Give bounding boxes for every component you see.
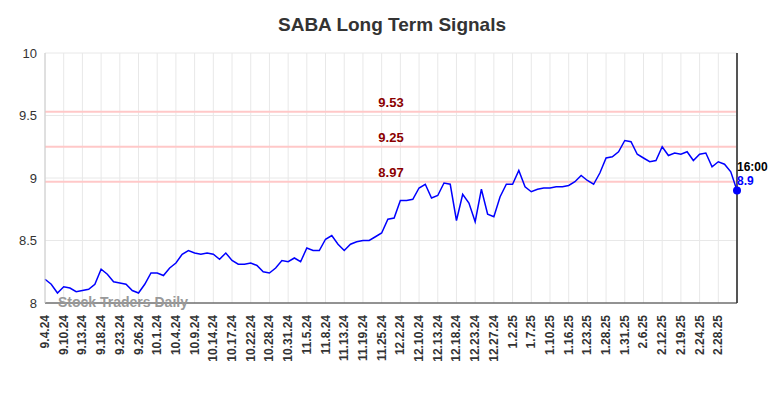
svg-text:9.5: 9.5 (19, 108, 37, 123)
svg-text:9.4.24: 9.4.24 (38, 315, 52, 349)
svg-text:12.13.24: 12.13.24 (431, 315, 445, 362)
svg-text:9: 9 (30, 171, 37, 186)
html-text:Stock Traders Daily: Stock Traders Daily (58, 294, 188, 310)
svg-text:10: 10 (23, 46, 37, 61)
svg-text:12.10.24: 12.10.24 (412, 315, 426, 362)
svg-text:9.26.24: 9.26.24 (132, 315, 146, 355)
svg-text:10.4.24: 10.4.24 (169, 315, 183, 355)
svg-text:2.24.25: 2.24.25 (693, 315, 707, 355)
svg-text:1.2.25: 1.2.25 (506, 315, 520, 349)
svg-text:1.7.25: 1.7.25 (524, 315, 538, 349)
svg-text:1.10.25: 1.10.25 (543, 315, 557, 355)
svg-text:9.25: 9.25 (378, 130, 403, 145)
svg-text:1.31.25: 1.31.25 (618, 315, 632, 355)
svg-text:11.8.24: 11.8.24 (319, 315, 333, 355)
svg-text:9.13.24: 9.13.24 (75, 315, 89, 355)
svg-text:10.14.24: 10.14.24 (206, 315, 220, 362)
svg-text:1.28.25: 1.28.25 (599, 315, 613, 355)
svg-text:9.10.24: 9.10.24 (57, 315, 71, 355)
svg-text:11.19.24: 11.19.24 (356, 315, 370, 361)
svg-text:12.2.24: 12.2.24 (393, 315, 407, 355)
svg-text:1.23.25: 1.23.25 (580, 315, 594, 355)
svg-text:2.12.25: 2.12.25 (655, 315, 669, 355)
svg-text:9.23.24: 9.23.24 (113, 315, 127, 355)
svg-text:10.1.24: 10.1.24 (150, 315, 164, 355)
svg-text:1.16.25: 1.16.25 (562, 315, 576, 355)
svg-text:9.53: 9.53 (378, 95, 403, 110)
svg-text:11.25.24: 11.25.24 (375, 315, 389, 361)
svg-text:11.5.24: 11.5.24 (300, 315, 314, 355)
svg-text:12.27.24: 12.27.24 (487, 315, 501, 362)
svg-text:2.6.25: 2.6.25 (636, 315, 650, 349)
svg-text:12.18.24: 12.18.24 (449, 315, 463, 362)
svg-text:11.13.24: 11.13.24 (337, 315, 351, 361)
svg-text:9.18.24: 9.18.24 (94, 315, 108, 355)
svg-text:16:00: 16:00 (737, 160, 768, 174)
svg-text:10.9.24: 10.9.24 (188, 315, 202, 355)
svg-text:10.31.24: 10.31.24 (281, 315, 295, 362)
svg-text:12.23.24: 12.23.24 (468, 315, 482, 362)
svg-text:10.17.24: 10.17.24 (225, 315, 239, 362)
svg-text:8: 8 (30, 296, 37, 311)
svg-text:2.19.25: 2.19.25 (674, 315, 688, 355)
svg-text:10.22.24: 10.22.24 (244, 315, 258, 362)
svg-text:8.97: 8.97 (378, 165, 403, 180)
svg-text:2.28.25: 2.28.25 (711, 315, 725, 355)
svg-text:8.5: 8.5 (19, 233, 37, 248)
html-text:SABA Long Term Signals: SABA Long Term Signals (278, 14, 506, 35)
svg-text:8.9: 8.9 (737, 174, 754, 188)
svg-text:10.28.24: 10.28.24 (262, 315, 276, 362)
